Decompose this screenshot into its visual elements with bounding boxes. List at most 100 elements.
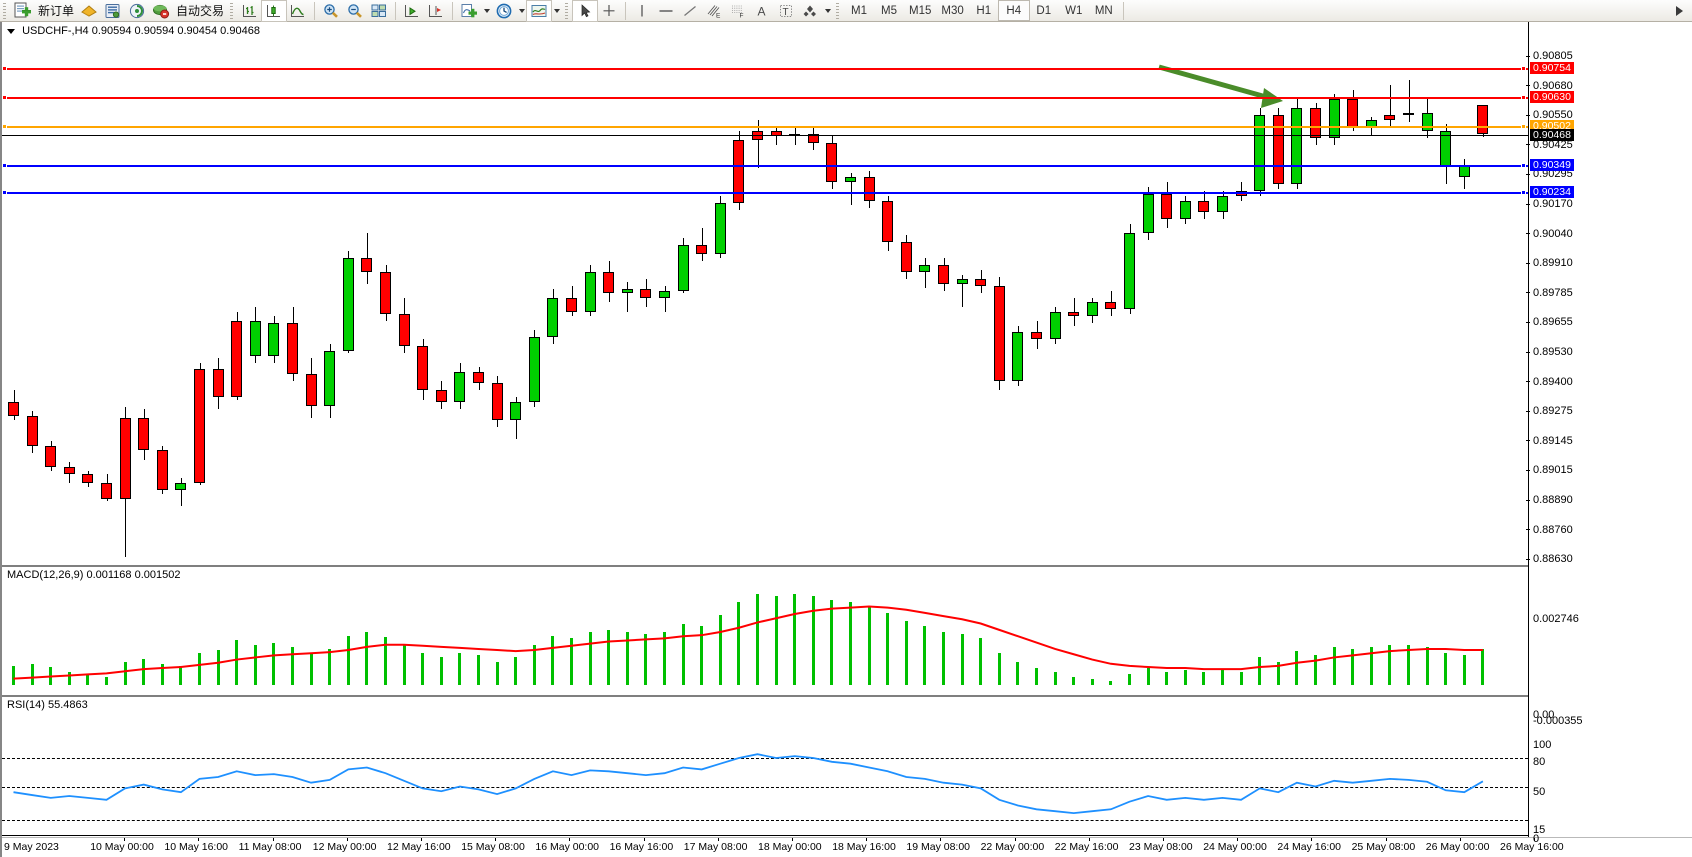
time-axis[interactable]: 9 May 2023 10 May 00:00 10 May 16:00 11 May… <box>2 837 1692 857</box>
chart-canvas[interactable]: USDCHF-,H4 0.90594 0.90594 0.90454 0.904… <box>0 22 1692 857</box>
price-scale[interactable]: 0.90805 0.90680 0.90550 0.90425 0.90295 0.901… <box>1526 22 1692 857</box>
toolbar-grip[interactable] <box>2 1 9 20</box>
candle-wick <box>1389 84 1391 127</box>
price-plot[interactable] <box>2 22 1528 567</box>
macd-label: MACD(12,26,9) 0.001168 0.001502 <box>7 569 181 581</box>
level-handle-left-pivot-orange[interactable] <box>2 124 7 129</box>
macd-histogram-bar <box>142 658 146 685</box>
zoom-in-icon[interactable] <box>319 1 343 21</box>
scroll-right-icon[interactable] <box>1668 1 1692 21</box>
bar-chart-icon[interactable] <box>238 1 262 21</box>
timeframe-w1[interactable]: W1 <box>1065 4 1083 17</box>
level-line-resistance-lower[interactable] <box>2 97 1528 99</box>
navigator-icon[interactable] <box>125 1 149 21</box>
shapes-icon[interactable] <box>798 1 822 21</box>
level-tag-resistance-lower[interactable]: 0.90630 <box>1530 91 1574 103</box>
shapes-dropdown-caret-icon[interactable] <box>822 1 833 21</box>
timeframe-m5[interactable]: M5 <box>881 4 898 17</box>
price-pane[interactable]: USDCHF-,H4 0.90594 0.90594 0.90454 0.904… <box>2 22 1528 567</box>
level-handle-left-resistance-lower[interactable] <box>2 95 7 100</box>
time-tick <box>1163 838 1164 841</box>
horizontal-line-icon[interactable] <box>654 1 678 21</box>
candle-body <box>1403 112 1414 115</box>
candle-wick <box>180 478 182 506</box>
expert-advisor-icon[interactable] <box>77 1 101 21</box>
level-handle-support-upper[interactable] <box>1521 163 1526 168</box>
toolbar-grip-3[interactable] <box>564 1 572 20</box>
level-line-current-price[interactable] <box>2 135 1528 136</box>
downtrend-arrow[interactable] <box>2 22 1528 567</box>
indicators-dropdown-caret-icon[interactable] <box>481 1 492 21</box>
trendline-icon[interactable] <box>678 1 702 21</box>
cursor-icon[interactable] <box>572 0 599 22</box>
crosshair-icon[interactable] <box>597 1 621 21</box>
text-label-icon[interactable]: T <box>774 1 798 21</box>
level-line-pivot-orange[interactable] <box>2 126 1528 128</box>
rsi-pane[interactable]: RSI(14) 55.4863 <box>2 697 1528 837</box>
level-tag-support-upper[interactable]: 0.90349 <box>1530 159 1574 171</box>
rsi-tick: 80 <box>1533 756 1546 768</box>
timeframe-m1[interactable]: M1 <box>851 4 868 17</box>
level-handle-left-support-upper[interactable] <box>2 163 7 168</box>
macd-histogram-bar <box>756 593 759 685</box>
period-icon[interactable] <box>492 1 516 21</box>
candle-body <box>268 323 280 356</box>
price-tick: 0.90170 <box>1526 199 1573 210</box>
level-tag-current-price[interactable]: 0.90468 <box>1530 129 1574 141</box>
line-chart-icon[interactable] <box>286 1 310 21</box>
zoom-out-icon[interactable] <box>343 1 367 21</box>
timeframe-d1[interactable]: D1 <box>1036 4 1052 17</box>
auto-trading-label[interactable]: 自动交易 <box>176 4 225 18</box>
time-tick <box>346 838 348 841</box>
timeframe-h4[interactable]: H4 <box>997 0 1030 21</box>
time-label: 18 May 16:00 <box>832 841 896 853</box>
auto-trading-icon[interactable] <box>149 1 173 21</box>
timeframe-m15[interactable]: M15 <box>909 4 932 17</box>
templates-dropdown-caret-icon[interactable] <box>551 1 562 21</box>
toolbar-grip-4[interactable] <box>835 1 843 20</box>
toolbar-separator-2 <box>395 1 397 20</box>
macd-histogram-bar <box>607 629 611 685</box>
new-order-icon[interactable] <box>11 1 35 21</box>
level-tag-support-lower[interactable]: 0.90234 <box>1530 186 1574 198</box>
price-tick: 0.88630 <box>1526 554 1573 565</box>
fibonacci-icon[interactable]: F <box>726 1 750 21</box>
toolbar-grip-2[interactable] <box>229 1 237 20</box>
indicators-icon[interactable] <box>457 1 481 21</box>
auto-scroll-icon[interactable] <box>400 1 424 21</box>
level-handle-left-resistance-upper[interactable] <box>2 66 7 71</box>
new-order-label[interactable]: 新订单 <box>38 4 75 18</box>
text-icon[interactable]: A <box>750 1 774 21</box>
chart-shift-icon[interactable] <box>424 1 448 21</box>
period-dropdown-caret-icon[interactable] <box>516 1 527 21</box>
timeframe-mn[interactable]: MN <box>1094 4 1113 17</box>
level-handle-pivot-orange[interactable] <box>1521 124 1526 129</box>
level-tag-resistance-upper[interactable]: 0.90754 <box>1530 62 1574 74</box>
macd-histogram-bar <box>1090 678 1094 685</box>
candlestick-chart-icon[interactable] <box>261 0 288 22</box>
price-tick: 0.90295 <box>1526 169 1573 180</box>
candle-body <box>380 272 391 314</box>
timeframe-h1[interactable]: H1 <box>976 4 992 17</box>
vertical-line-icon[interactable] <box>630 1 654 21</box>
level-line-support-lower[interactable] <box>2 192 1528 194</box>
level-handle-resistance-upper[interactable] <box>1521 66 1526 71</box>
level-handle-left-support-lower[interactable] <box>2 190 7 195</box>
candle-body <box>82 473 94 483</box>
data-window-icon[interactable] <box>101 1 125 21</box>
equidistant-channel-icon[interactable]: E <box>702 1 726 21</box>
candle-body <box>175 482 187 490</box>
tile-windows-icon[interactable] <box>367 1 391 21</box>
macd-histogram-bar <box>402 644 406 685</box>
macd-histogram-bar <box>793 593 797 685</box>
level-handle-resistance-lower[interactable] <box>1521 95 1526 100</box>
collapse-caret-icon[interactable] <box>7 28 15 34</box>
macd-plot[interactable] <box>2 567 1528 697</box>
level-line-support-upper[interactable] <box>2 165 1528 167</box>
level-handle-support-lower[interactable] <box>1521 190 1526 195</box>
timeframe-m30[interactable]: M30 <box>941 4 964 17</box>
templates-icon[interactable] <box>526 0 553 22</box>
rsi-plot[interactable] <box>2 697 1528 837</box>
macd-pane[interactable]: MACD(12,26,9) 0.001168 0.001502 <box>2 567 1528 697</box>
level-line-resistance-upper[interactable] <box>2 68 1528 70</box>
